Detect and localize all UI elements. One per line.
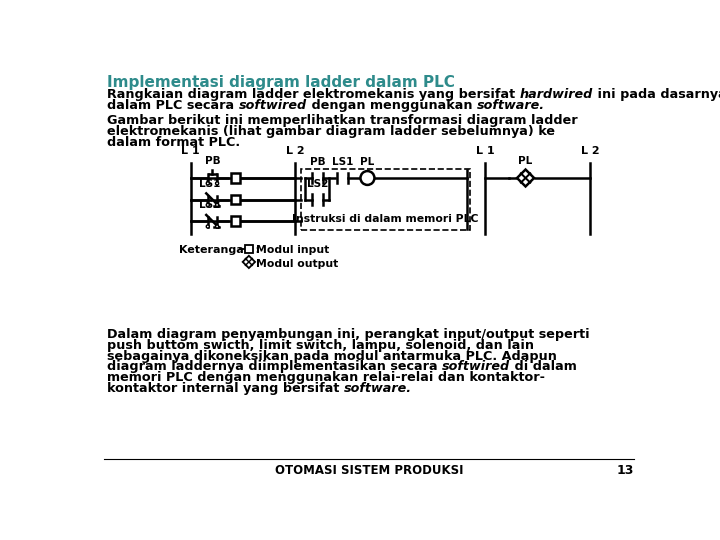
Text: PB: PB (204, 156, 220, 166)
Text: push buttom swicth, limit switch, lampu, solenoid, dan lain: push buttom swicth, limit switch, lampu,… (107, 339, 534, 352)
Text: LS1: LS1 (199, 179, 220, 189)
Text: sebagainya dikoneksikan pada modul antarmuka PLC. Adapun: sebagainya dikoneksikan pada modul antar… (107, 350, 557, 363)
Text: dalam PLC secara: dalam PLC secara (107, 99, 238, 112)
Circle shape (206, 182, 210, 185)
Text: Dalam diagram penyambungan ini, perangkat input/output seperti: Dalam diagram penyambungan ini, perangka… (107, 328, 590, 341)
Bar (301, 168, 469, 231)
Text: dengan menggunakan: dengan menggunakan (307, 99, 477, 112)
Text: Instruksi di dalam memori PLC: Instruksi di dalam memori PLC (292, 214, 479, 224)
Text: ini pada dasarnya secara langsung dapat diimplementasikan: ini pada dasarnya secara langsung dapat … (593, 88, 720, 101)
Polygon shape (243, 256, 255, 268)
Text: Implementasi diagram ladder dalam PLC: Implementasi diagram ladder dalam PLC (107, 75, 455, 90)
Polygon shape (517, 170, 534, 186)
Text: Rangkaian diagram ladder elektromekanis yang bersifat: Rangkaian diagram ladder elektromekanis … (107, 88, 520, 101)
Circle shape (215, 225, 219, 228)
Text: 13: 13 (616, 464, 634, 477)
Text: L 1: L 1 (181, 146, 200, 156)
Text: memori PLC dengan menggunakan relai-relai dan kontaktor-: memori PLC dengan menggunakan relai-rela… (107, 372, 545, 384)
Text: PB: PB (310, 157, 325, 167)
Text: softwired: softwired (238, 99, 307, 112)
Text: softwired: softwired (442, 361, 510, 374)
Text: PL: PL (360, 157, 374, 167)
Text: L 1: L 1 (476, 146, 495, 156)
Text: OTOMASI SISTEM PRODUKSI: OTOMASI SISTEM PRODUKSI (275, 464, 463, 477)
Text: Keterangan :: Keterangan : (179, 245, 260, 255)
Text: PL: PL (518, 157, 533, 166)
Text: L 2: L 2 (580, 146, 599, 156)
Circle shape (361, 171, 374, 185)
Text: Modul output: Modul output (256, 259, 338, 269)
Bar (231, 195, 240, 204)
Text: di dalam: di dalam (510, 361, 577, 374)
Bar (245, 245, 253, 253)
Text: LS2: LS2 (307, 179, 328, 189)
Text: kontaktor internal yang bersifat: kontaktor internal yang bersifat (107, 382, 344, 395)
Text: hardwired: hardwired (520, 88, 593, 101)
Text: dalam format PLC.: dalam format PLC. (107, 136, 240, 148)
Text: LS2: LS2 (199, 200, 220, 211)
Circle shape (206, 225, 210, 228)
Text: Gambar berikut ini memperlihatkan transformasi diagram ladder: Gambar berikut ini memperlihatkan transf… (107, 114, 577, 127)
Text: LS1: LS1 (332, 157, 354, 167)
Text: L 2: L 2 (286, 146, 305, 156)
Circle shape (215, 204, 219, 206)
Text: Modul input: Modul input (256, 245, 329, 255)
Text: elektromekanis (lihat gambar diagram ladder sebelumnya) ke: elektromekanis (lihat gambar diagram lad… (107, 125, 555, 138)
Text: software.: software. (477, 99, 545, 112)
Text: software.: software. (344, 382, 412, 395)
Text: diagram laddernya diimplementasikan secara: diagram laddernya diimplementasikan seca… (107, 361, 442, 374)
Circle shape (206, 204, 210, 206)
Bar (231, 173, 240, 183)
Bar (231, 217, 240, 226)
Circle shape (215, 182, 219, 185)
